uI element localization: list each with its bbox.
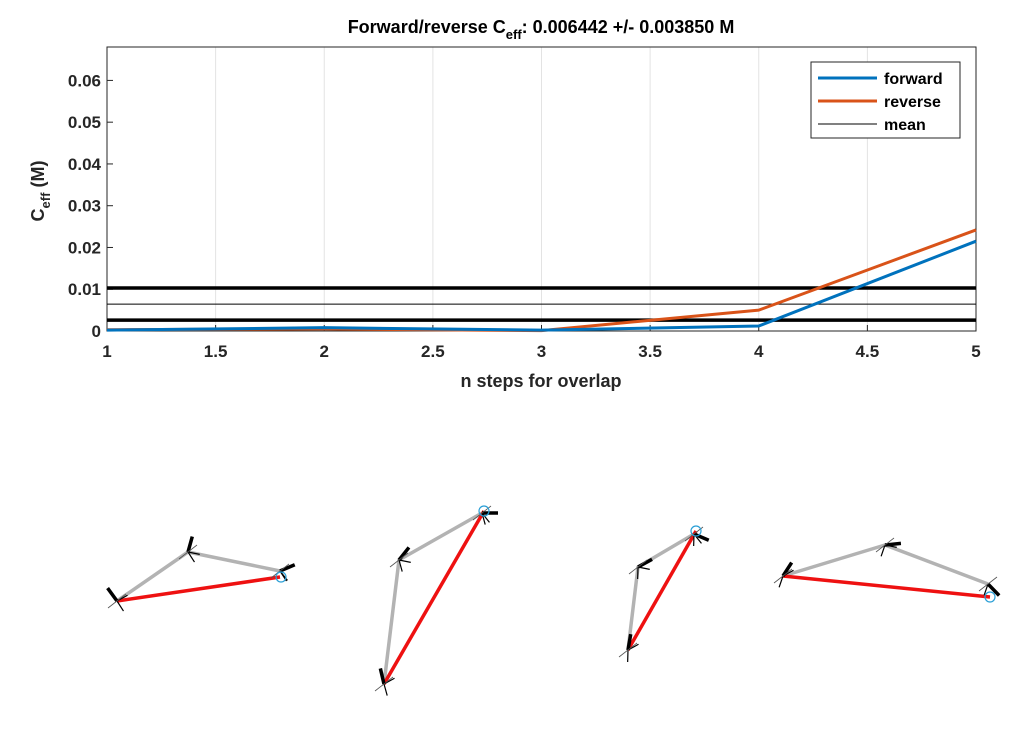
frame-glyph <box>978 576 1001 597</box>
end-to-end-red-line <box>782 574 991 599</box>
y-tick-label: 0.06 <box>68 71 101 90</box>
structure-diagram <box>374 505 498 696</box>
frame-axis-thin <box>618 642 638 658</box>
frame-glyph <box>628 557 653 580</box>
y-tick-label: 0.04 <box>68 155 102 174</box>
x-tick-label: 1 <box>102 342 111 361</box>
structure-diagram <box>106 536 296 612</box>
frame-axis <box>186 536 194 553</box>
y-tick-label: 0 <box>92 322 101 341</box>
frame-glyph <box>389 546 411 572</box>
end-marker-circle <box>984 591 996 603</box>
x-tick-labels: 1 1.5 2 2.5 3 3.5 4 4.5 5 <box>102 342 980 361</box>
plot-area <box>106 228 977 333</box>
frame-axis-thin <box>875 537 895 553</box>
frame-axis-thin <box>978 576 998 592</box>
x-tick-label: 5 <box>971 342 980 361</box>
x-axis-label: n steps for overlap <box>460 371 621 391</box>
frame-axis <box>884 541 902 547</box>
frame-axis <box>106 587 119 603</box>
frame-glyph <box>773 561 794 588</box>
frame-axis <box>187 551 195 563</box>
y-tick-label: 0.02 <box>68 238 101 257</box>
frame-axis <box>383 683 388 696</box>
frame-axis-thin <box>628 559 648 575</box>
y-tick-label: 0.03 <box>68 197 101 216</box>
frame-axis <box>378 668 386 685</box>
x-tick-label: 2 <box>320 342 329 361</box>
frame-axis <box>637 557 653 569</box>
frame-axis <box>983 583 989 596</box>
frame-axis <box>481 512 486 525</box>
structure-diagram <box>618 525 710 663</box>
frame-axis <box>778 575 784 588</box>
frame-axis <box>781 561 794 577</box>
x-tick-label: 1.5 <box>204 342 228 361</box>
frame-axis <box>626 633 633 651</box>
legend-label-mean: mean <box>884 117 926 134</box>
frame-axis <box>398 559 411 563</box>
legend-entry-mean: mean <box>818 117 926 134</box>
chart-title: Forward/reverse Ceff: 0.006442 +/- 0.003… <box>348 17 735 42</box>
end-to-end-red-line <box>116 575 281 603</box>
frame-axis <box>880 544 886 557</box>
legend-entry-reverse: reverse <box>818 94 941 111</box>
end-marker-circle <box>275 571 287 583</box>
frame-axis <box>481 512 490 523</box>
frame-glyph <box>618 633 639 663</box>
x-tick-label: 4.5 <box>856 342 880 361</box>
frame-axis <box>397 546 411 562</box>
grid-lines <box>215 47 868 331</box>
y-tick-label: 0.05 <box>68 113 101 132</box>
frame-axis <box>693 532 710 542</box>
end-to-end-red-line <box>382 510 486 685</box>
y-tick-labels: 0 0.01 0.02 0.03 0.04 0.05 0.06 <box>68 71 102 341</box>
series-line-forward <box>106 239 977 332</box>
frame-glyph <box>875 537 902 557</box>
structure-diagram <box>773 537 1001 603</box>
frame-axis <box>187 551 200 555</box>
x-tick-label: 4 <box>754 342 764 361</box>
frame-axis <box>987 583 996 594</box>
frame-axis <box>637 566 650 570</box>
end-to-end-red-line <box>626 530 698 651</box>
end-marker-circle <box>478 505 490 517</box>
frame-axis-thin <box>178 544 198 560</box>
y-axis-label: Ceff (M) <box>28 161 53 222</box>
frame-axis <box>279 563 296 573</box>
structure-diagrams <box>106 505 1001 696</box>
frame-glyph <box>374 668 395 696</box>
frame-axis <box>884 544 897 548</box>
frame-axis-thin <box>773 568 793 584</box>
frame-axis <box>116 600 124 612</box>
x-tick-label: 3.5 <box>638 342 662 361</box>
frame-axis <box>398 559 403 572</box>
legend: forward reverse mean <box>810 61 961 139</box>
end-marker-circle <box>690 525 702 537</box>
frame-axis-thin <box>270 563 290 579</box>
y-tick-label: 0.01 <box>68 280 101 299</box>
frame-axis-thin <box>374 676 394 692</box>
frame-axis-thin <box>107 593 127 609</box>
legend-label-reverse: reverse <box>884 94 941 111</box>
x-tick-label: 3 <box>537 342 546 361</box>
frame-glyph <box>106 587 128 612</box>
frame-axis-thin <box>389 552 409 568</box>
legend-label-forward: forward <box>884 71 943 88</box>
x-tick-label: 2.5 <box>421 342 445 361</box>
legend-entry-forward: forward <box>818 71 943 88</box>
frame-axis-thin <box>684 526 704 542</box>
frame-glyph <box>178 536 200 563</box>
